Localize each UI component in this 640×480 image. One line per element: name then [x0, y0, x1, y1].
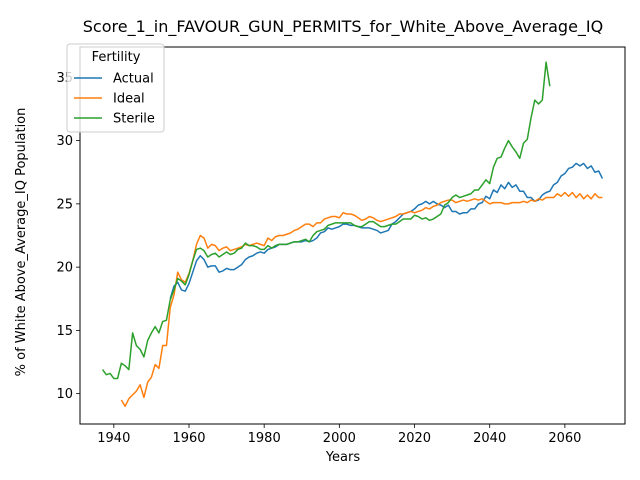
y-tick-label: 20	[56, 261, 73, 276]
x-axis-label: Years	[325, 450, 361, 465]
series-line-actual	[169, 162, 604, 299]
legend: Fertility Actual Ideal Sterile	[66, 43, 165, 133]
y-tick-label: 15	[56, 324, 73, 339]
chart-title: Score_1_in_FAVOUR_GUN_PERMITS_for_White_…	[83, 17, 603, 37]
plot-frame	[79, 46, 626, 425]
x-tick-label: 1980	[248, 431, 281, 446]
legend-title: Fertility	[92, 50, 141, 65]
plot-series	[101, 61, 604, 408]
x-tick-label: 2000	[323, 431, 356, 446]
series-line-ideal	[120, 191, 603, 408]
legend-label-ideal: Ideal	[113, 92, 145, 107]
x-tick-label: 1940	[97, 431, 130, 446]
y-axis-label: % of White Above_Average_IQ Population	[14, 108, 29, 377]
series-line-sterile	[101, 61, 551, 380]
legend-label-actual: Actual	[113, 72, 154, 87]
y-tick-label: 10	[56, 387, 73, 402]
x-tick-label: 1960	[172, 431, 205, 446]
legend-frame	[66, 43, 165, 133]
x-tick-label: 2020	[398, 431, 431, 446]
x-axis: 1940 1960 1980 2000 2020 2040 2060	[97, 424, 581, 446]
legend-label-sterile: Sterile	[113, 112, 155, 127]
y-tick-label: 25	[56, 197, 73, 212]
x-tick-label: 2060	[548, 431, 581, 446]
x-tick-label: 2040	[473, 431, 506, 446]
y-tick-label: 30	[56, 134, 73, 149]
